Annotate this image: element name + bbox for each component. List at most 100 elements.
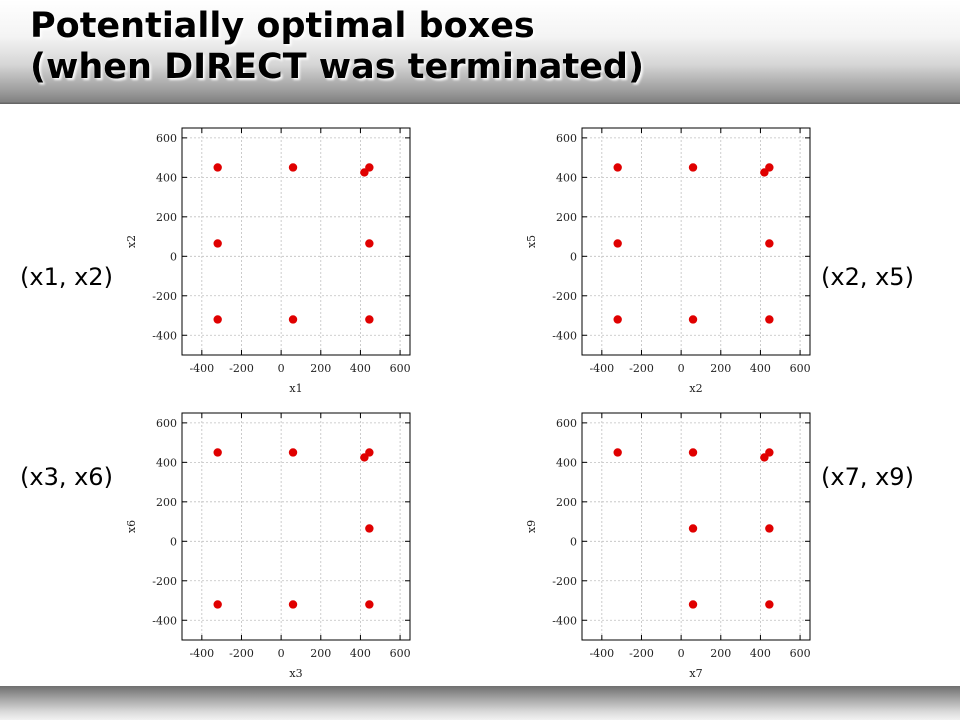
scatter-point <box>365 239 374 248</box>
x-tick-label: -400 <box>589 362 614 375</box>
y-tick-label: 600 <box>556 417 577 430</box>
y-axis-title: x5 <box>525 235 538 248</box>
y-tick-label: 400 <box>156 456 177 469</box>
y-tick-label: 600 <box>156 132 177 145</box>
scatter-point <box>765 524 774 533</box>
x-axis-title: x2 <box>689 382 702 395</box>
x-axis-title: x1 <box>289 382 302 395</box>
x-axis-title: x7 <box>689 667 702 680</box>
plot-frame <box>581 412 811 641</box>
plot-label-x3-x6: (x3, x6) <box>20 463 113 491</box>
y-tick-label: 200 <box>156 496 177 509</box>
slide-title: Potentially optimal boxes (when DIRECT w… <box>30 6 644 88</box>
slide-title-line-1: Potentially optimal boxes <box>30 6 535 46</box>
scatter-plot-x1-x2-svg: -400 -200 0 200 400 600 600 400 200 0 -200 -400 x1 x2 <box>125 127 411 395</box>
scatter-point <box>288 163 298 172</box>
scatter-point <box>213 448 222 457</box>
y-tick-label: -200 <box>152 575 177 588</box>
x-tick-label: -200 <box>229 362 254 375</box>
x-tick-label: 600 <box>790 362 811 375</box>
plot-label-x1-x2: (x1, x2) <box>20 263 113 291</box>
scatter-point <box>288 600 298 609</box>
x-tick-label: 0 <box>678 362 685 375</box>
footer-bar <box>0 686 960 720</box>
plot-label-x2-x5: (x2, x5) <box>821 263 914 291</box>
y-tick-label: 600 <box>556 132 577 145</box>
y-tick-label: -200 <box>552 290 577 303</box>
scatter-point <box>360 453 369 462</box>
y-tick-label: 200 <box>556 211 577 224</box>
x-tick-label: 0 <box>678 647 685 660</box>
x-tick-label: -200 <box>629 362 654 375</box>
scatter-point <box>365 524 374 533</box>
x-tick-label: 200 <box>710 647 731 660</box>
x-tick-label: 400 <box>750 647 771 660</box>
scatter-point <box>613 239 622 248</box>
y-tick-label: 600 <box>156 417 177 430</box>
y-axis-title: x9 <box>525 520 538 533</box>
scatter-point <box>688 524 698 533</box>
scatter-plot-x7-x9-svg: -400 -200 0 200 400 600 600 400 200 0 -200 -400 x7 x9 <box>525 412 811 680</box>
x-tick-label: 600 <box>390 362 411 375</box>
x-tick-label: -200 <box>629 647 654 660</box>
x-tick-label: -400 <box>189 362 214 375</box>
title-bar: Potentially optimal boxes (when DIRECT w… <box>0 0 960 104</box>
scatter-plot-x7-x9: -400 -200 0 200 400 600 600 400 200 0 -200 -400 x7 x9 <box>515 403 825 688</box>
scatter-point <box>688 448 698 457</box>
scatter-point <box>613 163 622 172</box>
y-tick-label: 400 <box>156 171 177 184</box>
x-tick-label: 400 <box>750 362 771 375</box>
scatter-point <box>213 163 222 172</box>
slide-title-line-2: (when DIRECT was terminated) <box>30 47 644 87</box>
scatter-point <box>365 315 374 324</box>
x-tick-label: -400 <box>189 647 214 660</box>
scatter-point <box>288 315 298 324</box>
y-tick-label: -400 <box>152 614 177 627</box>
plot-label-x7-x9: (x7, x9) <box>821 463 914 491</box>
scatter-point <box>765 315 774 324</box>
y-tick-label: 0 <box>570 250 577 263</box>
x-tick-label: 200 <box>310 647 331 660</box>
x-tick-label: 0 <box>278 647 285 660</box>
scatter-point <box>213 600 222 609</box>
plot-frame <box>181 412 411 641</box>
scatter-plot-x3-x6-svg: -400 -200 0 200 400 600 600 400 200 0 -200 -400 x3 x6 <box>125 412 411 680</box>
x-tick-label: 400 <box>350 362 371 375</box>
plot-frame <box>181 127 411 356</box>
x-tick-label: -400 <box>589 647 614 660</box>
scatter-point <box>688 315 698 324</box>
scatter-point <box>213 239 222 248</box>
y-tick-label: 200 <box>156 211 177 224</box>
scatter-point <box>765 239 774 248</box>
y-tick-label: 200 <box>556 496 577 509</box>
scatter-point <box>760 453 769 462</box>
y-tick-label: 400 <box>556 171 577 184</box>
y-tick-label: 0 <box>170 250 177 263</box>
scatter-point <box>760 168 769 177</box>
scatter-point <box>688 600 698 609</box>
y-tick-label: -200 <box>552 575 577 588</box>
scatter-point <box>288 448 298 457</box>
y-tick-label: -400 <box>152 329 177 342</box>
scatter-point <box>365 600 374 609</box>
x-tick-label: 0 <box>278 362 285 375</box>
scatter-plot-x1-x2: -400 -200 0 200 400 600 600 400 200 0 -200 -400 x1 x2 <box>115 118 425 403</box>
x-tick-label: 600 <box>790 647 811 660</box>
scatter-plot-x2-x5: -400 -200 0 200 400 600 600 400 200 0 -200 -400 x2 x5 <box>515 118 825 403</box>
scatter-plot-x2-x5-svg: -400 -200 0 200 400 600 600 400 200 0 -200 -400 x2 x5 <box>525 127 811 395</box>
x-tick-label: 200 <box>310 362 331 375</box>
x-tick-label: 600 <box>390 647 411 660</box>
x-tick-label: -200 <box>229 647 254 660</box>
y-axis-title: x2 <box>125 235 138 248</box>
scatter-point <box>765 600 774 609</box>
x-axis-title: x3 <box>289 667 302 680</box>
y-tick-label: -400 <box>552 329 577 342</box>
y-tick-label: 400 <box>556 456 577 469</box>
scatter-point <box>360 168 369 177</box>
scatter-point <box>213 315 222 324</box>
y-tick-label: -400 <box>552 614 577 627</box>
y-axis-title: x6 <box>125 520 138 533</box>
scatter-point <box>613 448 622 457</box>
plot-frame <box>581 127 811 356</box>
scatter-point <box>613 315 622 324</box>
